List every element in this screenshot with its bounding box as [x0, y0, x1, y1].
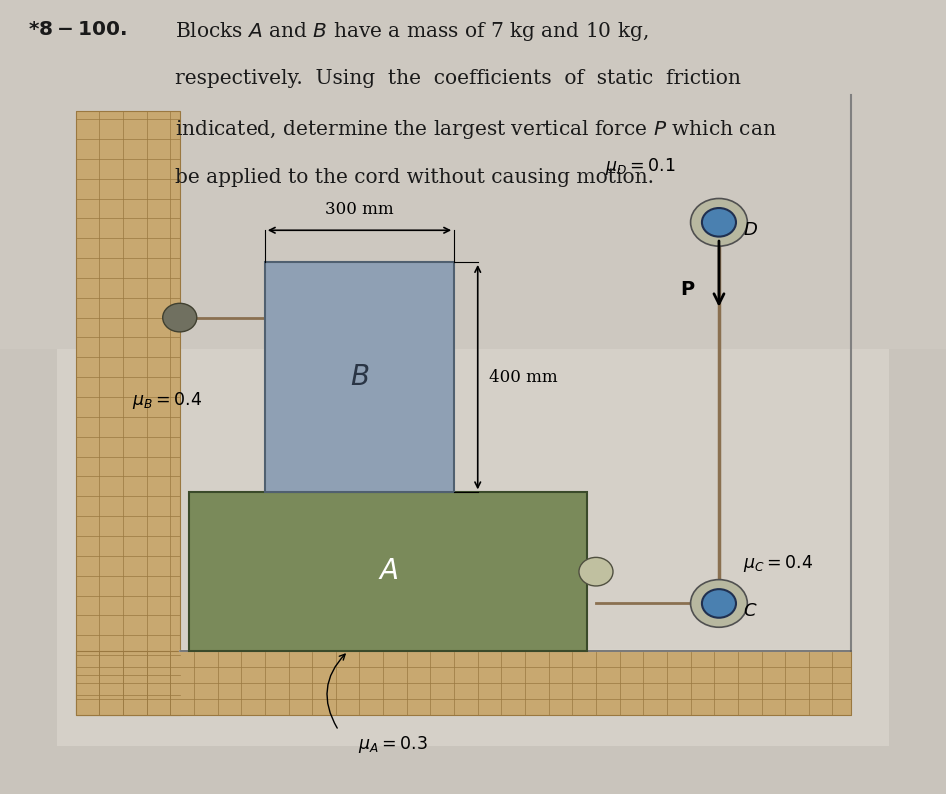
Text: $\mathbf{*8-100.}$: $\mathbf{*8-100.}$ — [28, 20, 127, 39]
Text: 400 mm: 400 mm — [489, 368, 558, 386]
FancyBboxPatch shape — [0, 0, 946, 349]
Text: $\mu_B = 0.4$: $\mu_B = 0.4$ — [132, 390, 202, 410]
Text: $D$: $D$ — [743, 222, 758, 239]
Text: respectively.  Using  the  coefficients  of  static  friction: respectively. Using the coefficients of … — [175, 69, 741, 88]
Text: $C$: $C$ — [743, 603, 757, 620]
Text: $\mu_C = 0.4$: $\mu_C = 0.4$ — [743, 553, 813, 574]
Circle shape — [691, 198, 747, 246]
Bar — [189, 492, 587, 651]
Text: Blocks $A$ and $B$ have a mass of 7 kg and 10 kg,: Blocks $A$ and $B$ have a mass of 7 kg a… — [175, 20, 649, 43]
Bar — [76, 111, 180, 715]
Bar — [265, 262, 454, 492]
Circle shape — [163, 303, 197, 332]
Circle shape — [702, 208, 736, 237]
Text: $\mathbf{P}$: $\mathbf{P}$ — [680, 281, 695, 299]
FancyBboxPatch shape — [57, 349, 889, 746]
Circle shape — [702, 589, 736, 618]
Text: $\mu_A = 0.3$: $\mu_A = 0.3$ — [358, 734, 428, 755]
Circle shape — [691, 580, 747, 627]
Text: 300 mm: 300 mm — [325, 202, 394, 218]
Bar — [76, 651, 851, 715]
Text: be applied to the cord without causing motion.: be applied to the cord without causing m… — [175, 168, 654, 187]
Text: $A$: $A$ — [377, 558, 398, 585]
Text: indicated, determine the largest vertical force $P$ which can: indicated, determine the largest vertica… — [175, 118, 777, 141]
Text: $\mu_D = 0.1$: $\mu_D = 0.1$ — [605, 156, 675, 177]
Circle shape — [579, 557, 613, 586]
Text: $B$: $B$ — [350, 364, 369, 391]
